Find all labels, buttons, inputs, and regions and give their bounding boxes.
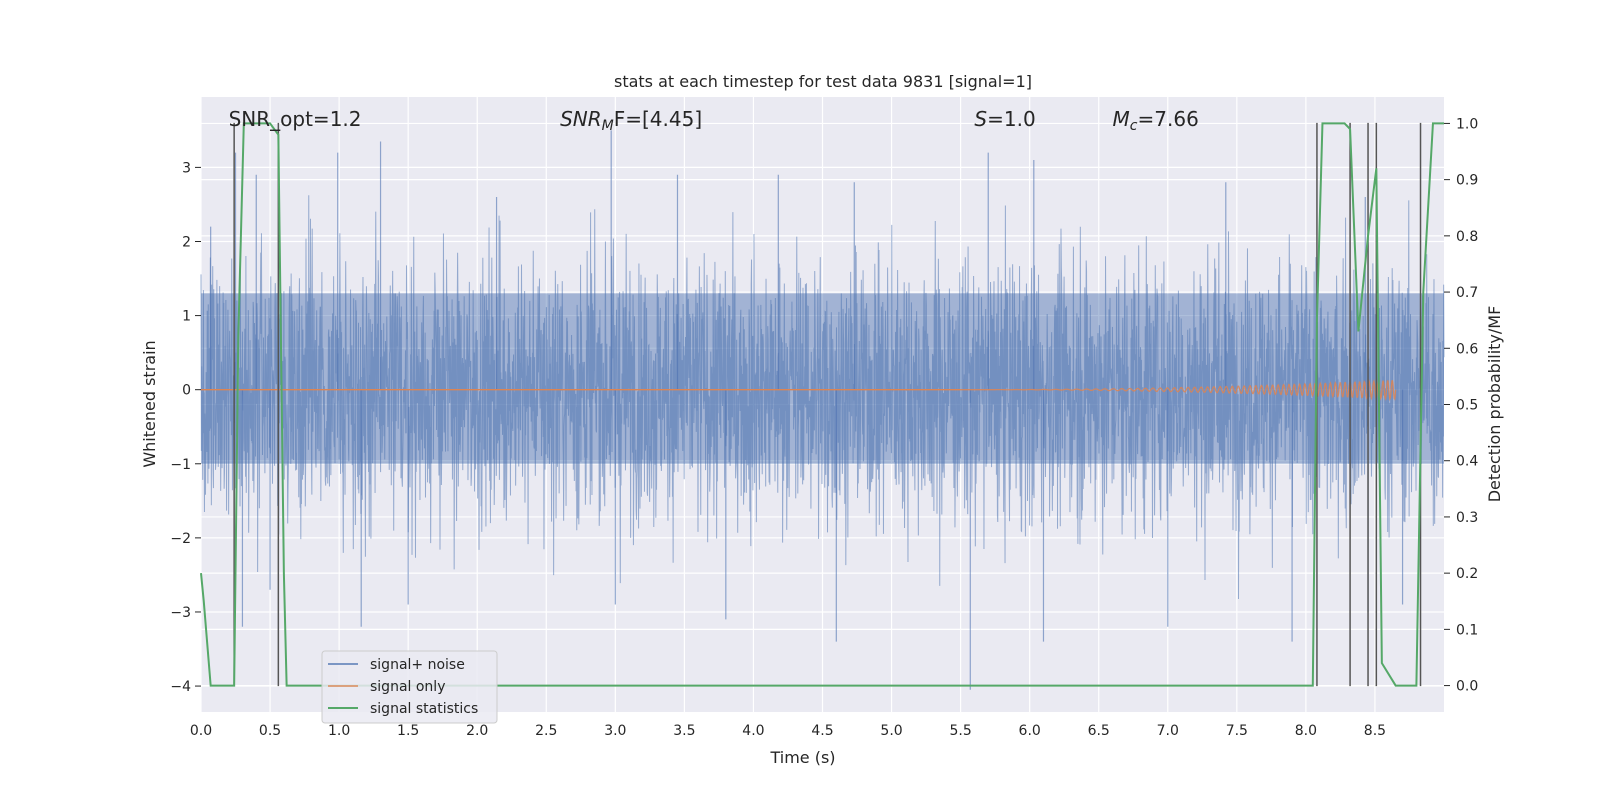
y-tick-label: 2 bbox=[182, 234, 191, 250]
y-right-tick-label: 0.4 bbox=[1456, 454, 1478, 470]
chart-title: stats at each timestep for test data 983… bbox=[614, 72, 1032, 91]
x-tick-label: 3.5 bbox=[673, 723, 695, 739]
legend: signal+ noise signal only signal statist… bbox=[321, 650, 498, 724]
annotation-mc-value: Mc=7.66 bbox=[1113, 107, 1199, 134]
y-right-tick-label: 0.3 bbox=[1456, 510, 1478, 526]
annotations: SNR_opt=1.2 SNRMF=[4.45] S=1.0 Mc=7.66 bbox=[229, 107, 1199, 134]
x-tick-label: 7.5 bbox=[1226, 723, 1248, 739]
x-tick-label: 8.5 bbox=[1364, 723, 1386, 739]
series-signal-only bbox=[201, 379, 1397, 402]
noise-dense-band bbox=[201, 293, 1444, 464]
x-axis-label: Time (s) bbox=[769, 748, 835, 767]
y-right-tick-label: 1.0 bbox=[1456, 116, 1478, 132]
y-tick-label: −3 bbox=[170, 605, 191, 621]
x-tick-label: 2.0 bbox=[466, 723, 488, 739]
x-tick-label: 8.0 bbox=[1295, 723, 1317, 739]
legend-label-signal-only: signal only bbox=[370, 679, 445, 695]
x-tick-label: 7.0 bbox=[1157, 723, 1179, 739]
y-right-tick-label: 0.1 bbox=[1456, 622, 1478, 638]
annotation-snr-mf: SNRMF=[4.45] bbox=[560, 107, 702, 134]
y-tick-label: 1 bbox=[182, 309, 191, 325]
legend-label-signal-statistics: signal statistics bbox=[370, 701, 478, 717]
y-right-tick-label: 0.9 bbox=[1456, 173, 1478, 189]
x-tick-label: 6.5 bbox=[1088, 723, 1110, 739]
y-right-tick-label: 0.0 bbox=[1456, 679, 1478, 695]
x-tick-label: 4.0 bbox=[742, 723, 764, 739]
y-tick-label: −4 bbox=[170, 679, 191, 695]
y-tick-label: 0 bbox=[182, 383, 191, 399]
x-tick-label: 6.0 bbox=[1019, 723, 1041, 739]
chirp-trace bbox=[960, 379, 1397, 402]
legend-box bbox=[321, 650, 498, 724]
y-right-tick-label: 0.5 bbox=[1456, 398, 1478, 414]
x-tick-label: 0.5 bbox=[259, 723, 281, 739]
y-tick-label: −1 bbox=[170, 457, 191, 473]
y-right-tick-label: 0.7 bbox=[1456, 285, 1478, 301]
x-tick-label: 3.0 bbox=[604, 723, 626, 739]
statistics-trace bbox=[200, 122, 1444, 687]
x-tick-label: 2.5 bbox=[535, 723, 557, 739]
x-tick-label: 5.0 bbox=[880, 723, 902, 739]
x-tick-label: 1.5 bbox=[397, 723, 419, 739]
y-axis-label: Whitened strain bbox=[140, 340, 159, 467]
y-axis-right-label: Detection probability/MF bbox=[1485, 306, 1504, 503]
ticks: 0.0 0.5 1.0 1.5 2.0 2.5 3.0 3.5 4.0 4.5 5.0 5.5 6.0 6… bbox=[170, 116, 1478, 739]
x-tick-label: 4.5 bbox=[811, 723, 833, 739]
x-tick-label: 0.0 bbox=[190, 723, 212, 739]
y-right-tick-label: 0.8 bbox=[1456, 229, 1478, 245]
series-signal-statistics bbox=[200, 122, 1444, 687]
annotation-s-value: S=1.0 bbox=[974, 107, 1035, 131]
x-tick-label: 1.0 bbox=[328, 723, 350, 739]
y-right-tick-label: 0.2 bbox=[1456, 566, 1478, 582]
y-right-tick-label: 0.6 bbox=[1456, 341, 1478, 357]
legend-label-signal-noise: signal+ noise bbox=[370, 657, 465, 673]
series-signal-noise bbox=[200, 130, 1445, 690]
y-tick-label: 3 bbox=[182, 160, 191, 176]
y-tick-label: −2 bbox=[170, 531, 191, 547]
annotation-snr-opt: SNR_opt=1.2 bbox=[229, 107, 362, 131]
x-tick-label: 5.5 bbox=[949, 723, 971, 739]
